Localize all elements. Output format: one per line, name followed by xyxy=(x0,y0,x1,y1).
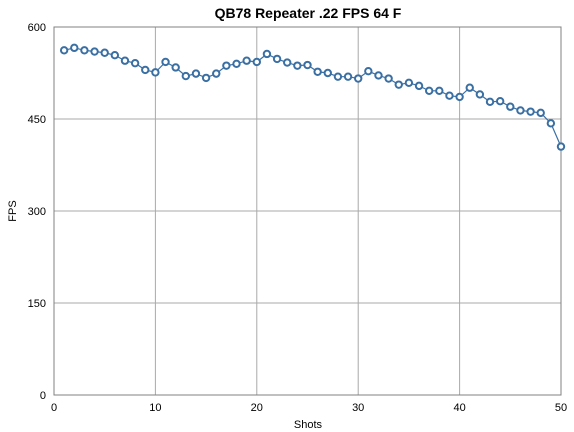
x-tick-label: 20 xyxy=(251,402,263,414)
data-point xyxy=(70,43,79,53)
data-point xyxy=(313,67,322,76)
data-point xyxy=(445,91,454,100)
data-point xyxy=(465,83,474,92)
data-point xyxy=(303,60,312,70)
series-group xyxy=(59,43,566,151)
data-point xyxy=(171,63,180,72)
data-point xyxy=(201,73,211,83)
data-point xyxy=(222,61,231,70)
data-point xyxy=(323,68,332,78)
y-tick-label: 600 xyxy=(28,22,46,34)
x-tick-label: 30 xyxy=(352,402,364,414)
data-point xyxy=(181,71,191,81)
y-tick-label: 150 xyxy=(28,298,46,310)
data-point xyxy=(59,46,69,55)
data-point xyxy=(293,61,302,70)
data-point xyxy=(141,65,150,75)
y-tick-label: 450 xyxy=(28,114,46,126)
data-point xyxy=(90,47,99,56)
data-point xyxy=(191,69,201,78)
data-point xyxy=(212,69,221,78)
data-point xyxy=(272,54,282,64)
y-axis-label: FPS xyxy=(7,200,19,221)
data-point xyxy=(161,57,170,67)
data-point xyxy=(404,78,414,88)
data-point xyxy=(546,119,556,128)
data-point xyxy=(333,72,343,81)
data-point xyxy=(252,57,261,67)
data-point xyxy=(262,49,272,59)
data-point xyxy=(414,81,424,91)
data-point xyxy=(516,106,525,115)
data-point xyxy=(232,59,241,68)
y-tick-label: 300 xyxy=(28,206,46,218)
data-point xyxy=(354,74,363,83)
data-point xyxy=(475,90,485,99)
y-axis-ticks: 0 150 300 450 600 xyxy=(28,22,46,402)
data-point xyxy=(364,66,373,76)
data-point xyxy=(283,58,292,67)
data-point xyxy=(394,80,403,89)
chart-title: QB78 Repeater .22 FPS 64 F xyxy=(215,5,402,21)
x-axis-label: Shots xyxy=(294,419,323,431)
data-point xyxy=(455,92,464,102)
data-point xyxy=(384,74,393,83)
data-point xyxy=(343,72,353,81)
gridlines xyxy=(53,26,562,396)
data-point xyxy=(556,142,566,151)
data-point xyxy=(495,97,505,106)
data-point xyxy=(526,107,535,116)
x-tick-label: 40 xyxy=(453,402,465,414)
data-point xyxy=(424,86,434,95)
data-point xyxy=(435,86,444,95)
data-point xyxy=(485,97,495,107)
data-point xyxy=(536,108,545,118)
data-point xyxy=(374,71,383,80)
x-tick-label: 10 xyxy=(149,402,161,414)
data-point xyxy=(506,102,515,111)
data-point xyxy=(110,51,120,60)
x-axis-ticks: 0 10 20 30 40 50 xyxy=(51,402,567,414)
data-point xyxy=(151,68,160,77)
x-tick-label: 0 xyxy=(51,402,57,414)
x-tick-label: 50 xyxy=(555,402,567,414)
data-point xyxy=(120,56,130,65)
data-point xyxy=(130,58,140,68)
y-tick-label: 0 xyxy=(40,390,46,402)
plot-area xyxy=(53,26,562,396)
data-point xyxy=(80,46,89,55)
data-point xyxy=(242,56,251,65)
data-point xyxy=(100,48,109,57)
